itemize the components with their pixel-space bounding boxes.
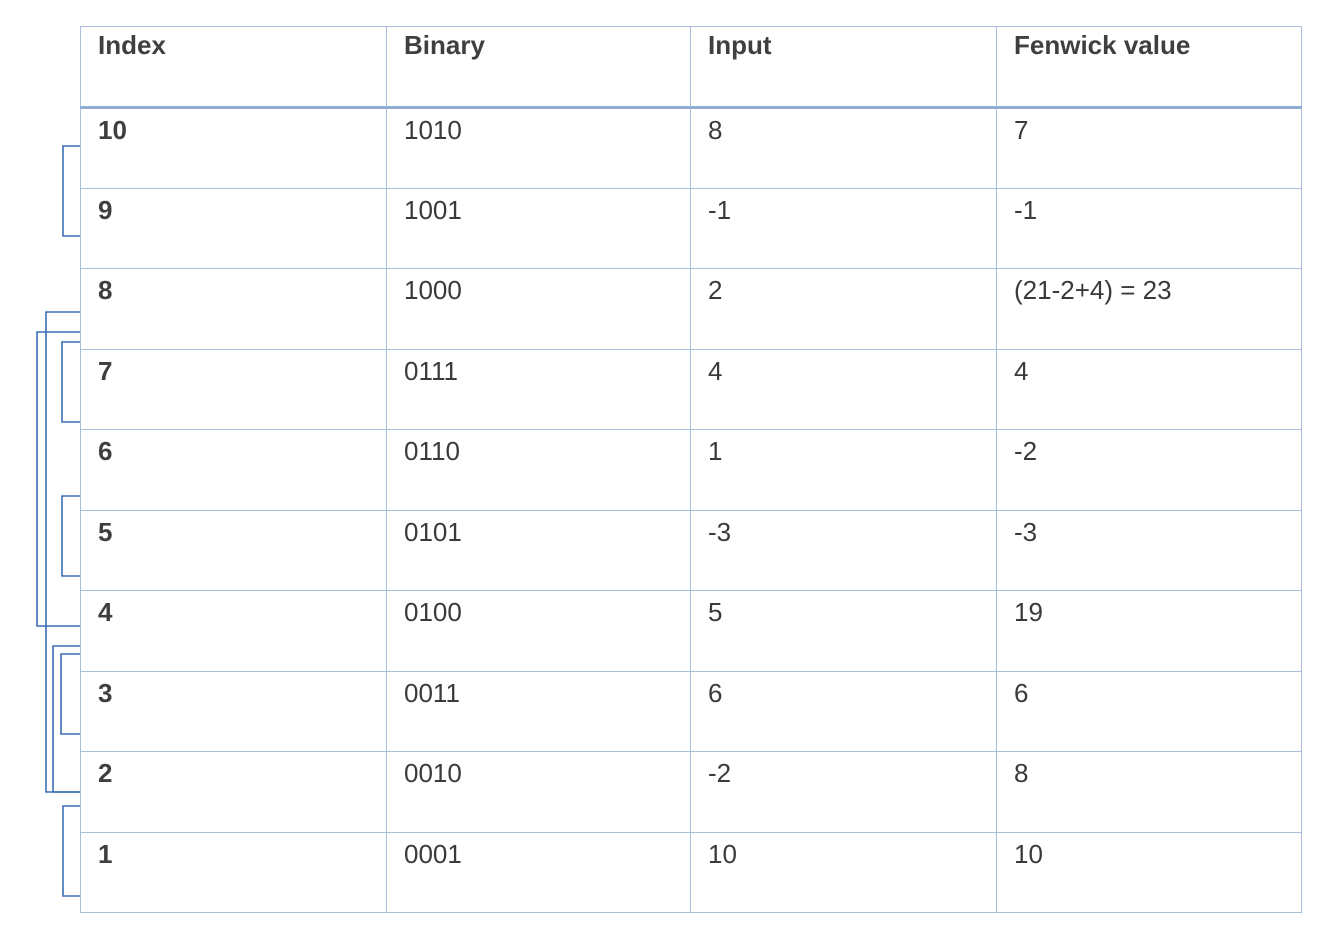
index-cell: 4 [80,590,387,672]
bracket-8-covers-7-8 [61,341,80,423]
input-cell: -3 [690,509,997,591]
bracket-6-covers-5-6 [61,495,80,577]
table-row: 3 0011 6 6 [80,670,1302,752]
fenwick-cell: -3 [996,509,1302,591]
header-fenwick-value: Fenwick value [996,26,1302,109]
fenwick-cell: 10 [996,831,1302,913]
input-cell: 4 [690,348,997,430]
bracket-8-covers-5-8 [36,331,80,627]
fenwick-cell: -1 [996,187,1302,269]
binary-cell: 1010 [386,107,691,189]
binary-cell: 1000 [386,268,691,350]
header-binary: Binary [386,26,691,109]
table-row: 9 1001 -1 -1 [80,187,1302,269]
bracket-4-covers-1-4 [52,645,80,793]
input-cell: 2 [690,268,997,350]
index-cell: 3 [80,670,387,752]
fenwick-table: Index Binary Input Fenwick value 10 1010… [80,26,1302,913]
index-cell: 5 [80,509,387,591]
input-cell: 8 [690,107,997,189]
table-row: 5 0101 -3 -3 [80,509,1302,591]
binary-cell: 0100 [386,590,691,672]
binary-cell: 0110 [386,429,691,511]
binary-cell: 0010 [386,751,691,833]
fenwick-cell: (21-2+4) = 23 [996,268,1302,350]
table-row: 1 0001 10 10 [80,831,1302,913]
bracket-4-covers-3-4 [60,653,80,735]
index-cell: 8 [80,268,387,350]
fenwick-cell: 4 [996,348,1302,430]
header-row: Index Binary Input Fenwick value [80,26,1302,109]
table-row: 6 0110 1 -2 [80,429,1302,511]
binary-cell: 0111 [386,348,691,430]
bracket-2-covers-1-2 [62,805,80,897]
fenwick-cell: 8 [996,751,1302,833]
binary-cell: 0101 [386,509,691,591]
input-cell: -1 [690,187,997,269]
table-row: 2 0010 -2 8 [80,751,1302,833]
input-cell: 5 [690,590,997,672]
index-cell: 6 [80,429,387,511]
input-cell: 1 [690,429,997,511]
bracket-8-covers-1-8 [45,311,80,793]
table-row: 8 1000 2 (21-2+4) = 23 [80,268,1302,350]
binary-cell: 1001 [386,187,691,269]
bracket-10-covers-9-10 [62,145,80,237]
index-cell: 9 [80,187,387,269]
index-cell: 1 [80,831,387,913]
input-cell: -2 [690,751,997,833]
header-input: Input [690,26,997,109]
index-cell: 10 [80,107,387,189]
input-cell: 6 [690,670,997,752]
table-row: 4 0100 5 19 [80,590,1302,672]
fenwick-cell: 19 [996,590,1302,672]
index-cell: 7 [80,348,387,430]
binary-cell: 0011 [386,670,691,752]
fenwick-cell: -2 [996,429,1302,511]
table-row: 10 1010 8 7 [80,107,1302,189]
header-index: Index [80,26,387,109]
input-cell: 10 [690,831,997,913]
fenwick-cell: 6 [996,670,1302,752]
index-cell: 2 [80,751,387,833]
binary-cell: 0001 [386,831,691,913]
table-row: 7 0111 4 4 [80,348,1302,430]
fenwick-cell: 7 [996,107,1302,189]
